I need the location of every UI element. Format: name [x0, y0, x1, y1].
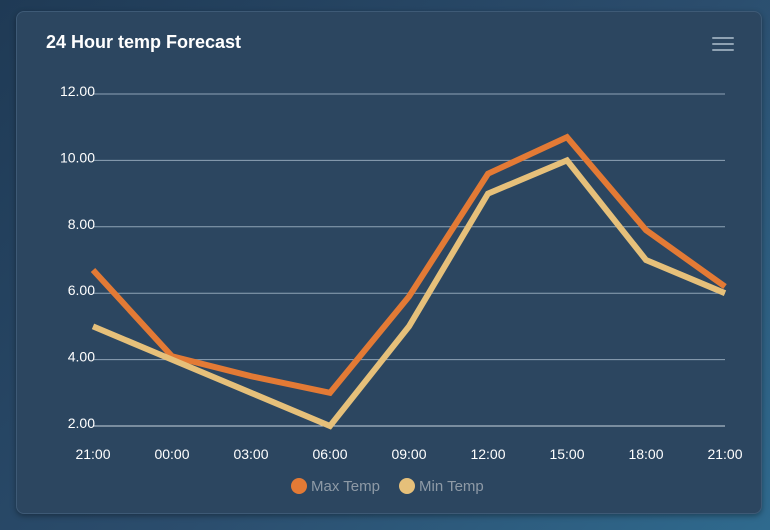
x-tick-label: 06:00: [312, 446, 347, 462]
y-tick-label: 6.00: [68, 282, 95, 298]
menu-bar: [712, 49, 734, 51]
y-tick-label: 10.00: [60, 149, 95, 165]
grid-lines: [93, 93, 725, 427]
y-tick-label: 8.00: [68, 216, 95, 232]
x-tick-label: 03:00: [233, 446, 268, 462]
series-line-max-temp[interactable]: [90, 133, 727, 397]
legend-item-min-temp[interactable]: Min Temp: [399, 478, 484, 495]
chart-legend: Max Temp Min Temp: [291, 478, 484, 495]
x-axis-labels: 21:00 00:00 03:00 06:00 09:00 12:00 15:00 18:00…: [75, 446, 742, 462]
x-tick-label: 21:00: [707, 446, 742, 462]
x-tick-label: 15:00: [549, 446, 584, 462]
x-tick-label: 09:00: [391, 446, 426, 462]
y-axis-labels: 2.00 4.00 6.00 8.00 10.00 12.00: [60, 83, 95, 431]
y-tick-label: 2.00: [68, 415, 95, 431]
hamburger-menu-icon[interactable]: [712, 36, 734, 52]
menu-bar: [712, 37, 734, 39]
x-tick-label: 12:00: [470, 446, 505, 462]
x-tick-label: 21:00: [75, 446, 110, 462]
legend-marker: [291, 478, 307, 494]
legend-label: Min Temp: [419, 478, 484, 495]
menu-bar: [712, 43, 734, 45]
x-tick-label: 00:00: [154, 446, 189, 462]
series-line-min-temp[interactable]: [91, 156, 727, 430]
y-tick-label: 4.00: [68, 349, 95, 365]
y-tick-label: 12.00: [60, 83, 95, 99]
legend-label: Max Temp: [311, 478, 380, 495]
chart-title: 24 Hour temp Forecast: [46, 32, 242, 52]
legend-marker: [399, 478, 415, 494]
series-lines: [90, 133, 727, 430]
legend-item-max-temp[interactable]: Max Temp: [291, 478, 380, 495]
chart-card: 24 Hour temp Forecast: [16, 11, 762, 514]
x-tick-label: 18:00: [628, 446, 663, 462]
